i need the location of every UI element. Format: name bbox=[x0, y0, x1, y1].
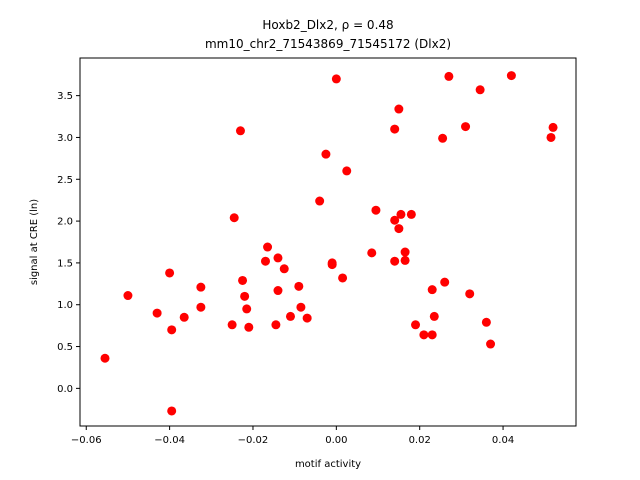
data-point-13 bbox=[240, 291, 250, 301]
y-tick-label: 1.0 bbox=[57, 300, 73, 311]
data-point-47 bbox=[427, 330, 437, 340]
data-point-49 bbox=[438, 133, 448, 143]
data-point-10 bbox=[229, 213, 239, 223]
data-point-18 bbox=[271, 320, 281, 330]
data-point-12 bbox=[238, 275, 248, 285]
data-point-40 bbox=[396, 209, 406, 219]
data-point-6 bbox=[179, 312, 189, 322]
y-tick-label: 0.0 bbox=[57, 384, 73, 395]
data-point-33 bbox=[367, 248, 377, 258]
data-point-43 bbox=[406, 209, 416, 219]
data-point-48 bbox=[429, 311, 439, 321]
data-point-51 bbox=[444, 71, 454, 81]
y-tick-label: 2.0 bbox=[57, 217, 73, 228]
data-point-8 bbox=[196, 302, 206, 312]
data-point-20 bbox=[273, 286, 283, 296]
chart-title-line2: mm10_chr2_71543869_71545172 (Dlx2) bbox=[205, 37, 451, 51]
data-point-25 bbox=[302, 313, 312, 323]
data-point-5 bbox=[167, 406, 177, 416]
data-point-38 bbox=[394, 224, 404, 234]
data-point-24 bbox=[296, 302, 306, 312]
data-point-23 bbox=[294, 281, 304, 291]
y-tick-label: 1.5 bbox=[57, 258, 73, 269]
data-point-56 bbox=[486, 339, 496, 349]
y-axis-ticks: 0.0 0.5 1.0 1.5 2.0 2.5 3.0 3.5 bbox=[57, 91, 80, 395]
data-point-7 bbox=[196, 282, 206, 292]
data-point-31 bbox=[338, 273, 348, 283]
data-point-32 bbox=[342, 166, 352, 176]
data-point-3 bbox=[165, 268, 175, 278]
x-tick-label: 0.04 bbox=[492, 435, 514, 446]
x-tick-label: 0.02 bbox=[409, 435, 431, 446]
data-point-29 bbox=[327, 258, 337, 268]
data-point-4 bbox=[167, 325, 177, 335]
data-point-17 bbox=[263, 242, 273, 252]
x-axis-label: motif activity bbox=[295, 459, 361, 470]
y-tick-label: 3.5 bbox=[57, 91, 73, 102]
chart-title-line1: Hoxb2_Dlx2, ρ = 0.48 bbox=[262, 18, 393, 32]
data-point-54 bbox=[475, 85, 485, 95]
data-point-22 bbox=[285, 311, 295, 321]
data-point-46 bbox=[427, 285, 437, 295]
data-point-30 bbox=[331, 74, 341, 84]
data-point-36 bbox=[390, 215, 400, 225]
data-point-39 bbox=[394, 104, 404, 114]
x-tick-label: −0.06 bbox=[71, 435, 102, 446]
x-axis-ticks: −0.06 −0.04 −0.02 0.00 0.02 0.04 bbox=[71, 426, 514, 446]
data-point-59 bbox=[548, 122, 558, 132]
data-point-2 bbox=[152, 308, 162, 318]
y-tick-label: 2.5 bbox=[57, 175, 73, 186]
data-point-50 bbox=[440, 277, 450, 287]
data-point-57 bbox=[506, 71, 516, 81]
data-point-26 bbox=[315, 196, 325, 206]
data-point-58 bbox=[546, 132, 556, 142]
data-point-37 bbox=[390, 256, 400, 266]
data-point-0 bbox=[100, 353, 110, 363]
data-point-52 bbox=[461, 122, 471, 132]
data-point-19 bbox=[273, 253, 283, 263]
data-point-55 bbox=[481, 317, 491, 327]
y-axis-label: signal at CRE (ln) bbox=[29, 199, 40, 285]
data-point-11 bbox=[235, 126, 245, 136]
data-point-27 bbox=[321, 149, 331, 159]
x-tick-label: −0.04 bbox=[154, 435, 185, 446]
data-point-14 bbox=[242, 304, 252, 314]
data-point-15 bbox=[244, 322, 254, 332]
data-point-42 bbox=[400, 247, 410, 257]
x-tick-label: −0.02 bbox=[238, 435, 269, 446]
data-point-45 bbox=[419, 330, 429, 340]
data-point-16 bbox=[260, 256, 270, 266]
data-point-44 bbox=[411, 320, 421, 330]
data-point-34 bbox=[371, 205, 381, 215]
data-point-1 bbox=[123, 291, 133, 301]
y-tick-label: 3.0 bbox=[57, 133, 73, 144]
data-point-35 bbox=[390, 124, 400, 134]
plot-frame bbox=[79, 57, 577, 427]
data-point-53 bbox=[465, 289, 475, 299]
data-point-21 bbox=[279, 264, 289, 274]
x-tick-label: 0.00 bbox=[325, 435, 347, 446]
data-points bbox=[100, 71, 558, 416]
y-tick-label: 0.5 bbox=[57, 342, 73, 353]
data-point-9 bbox=[227, 320, 237, 330]
data-point-41 bbox=[400, 255, 410, 265]
